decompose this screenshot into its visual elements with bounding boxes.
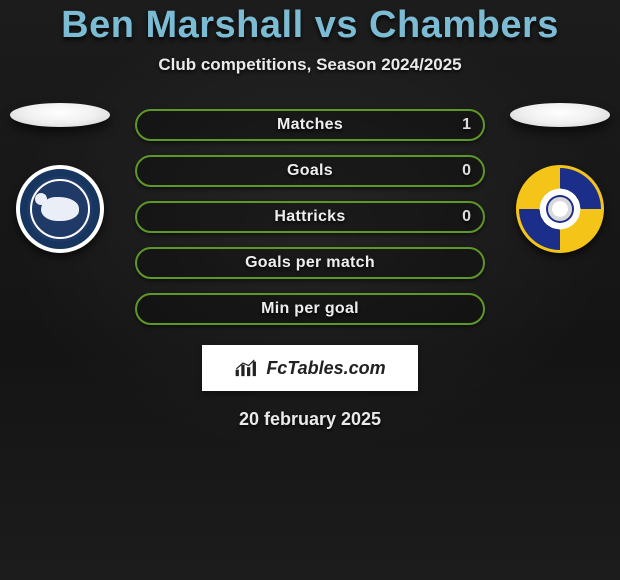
bars-icon	[234, 358, 260, 378]
platform-left	[10, 103, 110, 127]
stat-row: Goals 0	[135, 155, 485, 187]
player-right	[500, 109, 620, 253]
crest-left	[16, 165, 104, 253]
stat-value-right: 1	[462, 116, 471, 134]
page-title: Ben Marshall vs Chambers	[61, 4, 559, 47]
stats-stage: Matches 1 Goals 0 Hattricks 0 Goals per …	[0, 109, 620, 430]
stat-value-right: 0	[462, 208, 471, 226]
stat-row: Min per goal	[135, 293, 485, 325]
stat-label: Hattricks	[274, 208, 345, 226]
player-left	[0, 109, 120, 253]
stat-value-right: 0	[462, 162, 471, 180]
stat-row: Hattricks 0	[135, 201, 485, 233]
stat-row: Matches 1	[135, 109, 485, 141]
stat-label: Min per goal	[261, 300, 359, 318]
crest-right	[516, 165, 604, 253]
widget-root: Ben Marshall vs Chambers Club competitio…	[0, 0, 620, 580]
stat-label: Goals per match	[245, 254, 375, 272]
brand-text: FcTables.com	[266, 358, 385, 379]
stat-label: Matches	[277, 116, 343, 134]
stat-row: Goals per match	[135, 247, 485, 279]
subtitle: Club competitions, Season 2024/2025	[158, 55, 461, 75]
platform-right	[510, 103, 610, 127]
stat-label: Goals	[287, 162, 333, 180]
date: 20 february 2025	[239, 409, 381, 430]
brand-link[interactable]: FcTables.com	[202, 345, 418, 391]
